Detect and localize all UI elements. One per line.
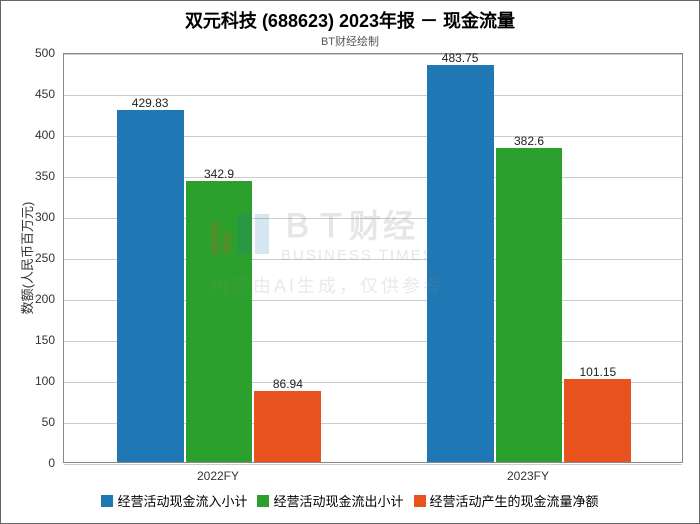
legend-label: 经营活动产生的现金流量净额 <box>430 491 599 510</box>
bar <box>564 379 631 462</box>
ytick-label: 300 <box>35 210 55 224</box>
ytick-label: 400 <box>35 128 55 142</box>
bar <box>117 110 184 462</box>
ytick-label: 200 <box>35 292 55 306</box>
ytick-label: 50 <box>42 415 55 429</box>
bar <box>254 391 321 462</box>
gridline <box>64 464 682 465</box>
chart-title: 双元科技 (688623) 2023年报 － 现金流量 <box>1 1 699 33</box>
legend-swatch <box>414 495 426 507</box>
plot-area: 429.83 342.9 86.94 483.75 382.6 101.15 <box>63 53 683 463</box>
chart-container: 双元科技 (688623) 2023年报 － 现金流量 BT财经绘制 429.8… <box>0 0 700 524</box>
bar <box>427 65 494 462</box>
bar-value-label: 342.9 <box>204 167 234 181</box>
legend-label: 经营活动现金流入小计 <box>117 491 247 510</box>
gridline <box>64 54 682 55</box>
xtick-label: 2022FY <box>197 469 239 483</box>
bar-value-label: 382.6 <box>514 134 544 148</box>
y-axis-label: 数额(人民币百万元) <box>17 202 36 315</box>
bar-value-label: 101.15 <box>580 365 617 379</box>
ytick-label: 150 <box>35 333 55 347</box>
ytick-label: 350 <box>35 169 55 183</box>
xtick-label: 2023FY <box>507 469 549 483</box>
legend: 经营活动现金流入小计 经营活动现金流出小计 经营活动产生的现金流量净额 <box>1 491 699 510</box>
bar <box>496 148 563 462</box>
legend-item: 经营活动现金流入小计 <box>101 491 247 510</box>
bar-value-label: 86.94 <box>273 377 303 391</box>
bar <box>186 181 253 462</box>
chart-subtitle: BT财经绘制 <box>1 33 699 49</box>
ytick-label: 100 <box>35 374 55 388</box>
legend-swatch <box>101 495 113 507</box>
legend-swatch <box>257 495 269 507</box>
legend-label: 经营活动现金流出小计 <box>273 491 403 510</box>
ytick-label: 0 <box>48 456 55 470</box>
legend-item: 经营活动现金流出小计 <box>257 491 403 510</box>
ytick-label: 250 <box>35 251 55 265</box>
ytick-label: 450 <box>35 87 55 101</box>
bar-value-label: 483.75 <box>442 51 479 65</box>
legend-item: 经营活动产生的现金流量净额 <box>414 491 599 510</box>
ytick-label: 500 <box>35 46 55 60</box>
bar-value-label: 429.83 <box>132 96 169 110</box>
